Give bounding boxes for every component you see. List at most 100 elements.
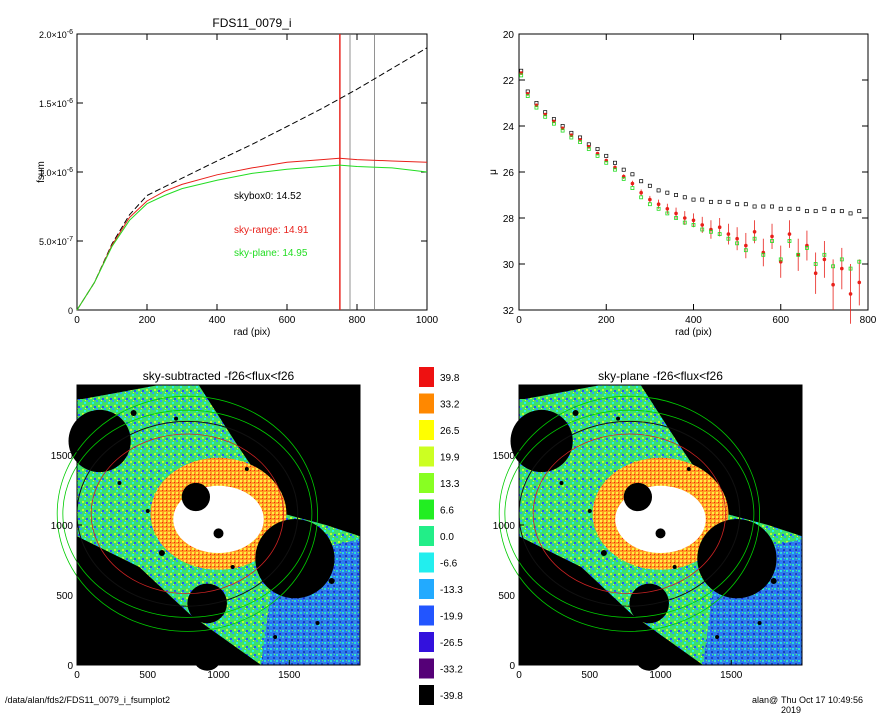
fsum-ytick-label: 0 <box>68 306 73 316</box>
colorbar-label: 0.0 <box>440 532 454 543</box>
mu-point <box>726 236 731 241</box>
fsum-annotation: sky-plane: 14.95 <box>234 248 308 259</box>
mu-point <box>743 248 748 253</box>
mu-xtick-label: 400 <box>685 315 702 326</box>
mu-point <box>552 121 556 126</box>
fsum-ytick-label: 5.0×10-7 <box>39 236 73 247</box>
mu-point <box>726 199 731 204</box>
sky-plane-mask-circle <box>623 482 653 512</box>
fsum-xtick-label: 600 <box>279 315 296 326</box>
mu-point <box>761 204 766 209</box>
mu-point <box>796 206 801 211</box>
mu-point <box>804 209 809 214</box>
colorbar-label: -39.8 <box>440 691 463 702</box>
sky-subtracted-title: sky-subtracted -f26<flux<f26 <box>143 369 295 383</box>
fsum-series-line <box>76 164 428 311</box>
sky-subtracted-star-mask <box>328 578 335 584</box>
colorbar-swatch <box>419 658 434 679</box>
mu-point <box>656 206 661 211</box>
mu-point <box>726 232 731 236</box>
sky-subtracted-ytick-label: 0 <box>67 661 73 672</box>
mu-point <box>717 225 722 229</box>
sky-plane-galaxy-nucleus <box>655 528 666 539</box>
mu-point <box>700 223 705 227</box>
mu-point <box>743 202 748 207</box>
mu-point <box>752 230 757 234</box>
mu-point <box>735 236 739 241</box>
fsum-xtick-label: 400 <box>209 315 226 326</box>
sky-subtracted-mask-circle <box>68 409 131 473</box>
sky-plane-star-mask <box>572 410 579 416</box>
mu-point <box>647 183 652 188</box>
colorbar-label: 33.2 <box>440 400 460 411</box>
mu-point <box>752 236 757 241</box>
mu-point <box>735 241 740 246</box>
fsum-xlabel: rad (pix) <box>234 327 271 338</box>
fsum-series-line <box>76 47 428 311</box>
mu-point <box>770 239 774 243</box>
sky-subtracted-star-mask <box>315 621 320 625</box>
sky-plane-ytick-label: 0 <box>509 661 515 672</box>
mu-point <box>735 202 740 207</box>
mu-point <box>674 193 679 197</box>
mu-ylabel: μ <box>488 169 499 175</box>
mu-point <box>813 262 818 266</box>
mu-point <box>831 264 835 269</box>
mu-point <box>839 209 844 214</box>
sky-subtracted-star-mask <box>174 416 179 421</box>
sky-subtracted-xtick-label: 1000 <box>207 670 230 681</box>
sky-subtracted-galaxy-nucleus <box>213 528 224 539</box>
mu-point <box>822 252 827 257</box>
mu-xtick-label: 600 <box>772 315 789 326</box>
mu-ytick-label: 20 <box>503 30 515 41</box>
sky-plane-outer-green-ellipse <box>498 395 760 632</box>
sky-plane-star-mask <box>616 416 621 421</box>
mu-point <box>519 73 524 78</box>
mu-point <box>848 292 853 296</box>
footer-path: /data/alan/fds2/FDS11_0079_i_fsumplot2 <box>5 695 170 705</box>
mu-point <box>761 252 766 257</box>
fsum-ytick-label: 1.5×10-6 <box>39 98 73 109</box>
colorbar-swatch <box>419 526 434 546</box>
sky-plane-star-mask <box>715 635 720 639</box>
sky-subtracted-xtick-label: 1500 <box>278 670 301 681</box>
sky-subtracted-star-mask <box>244 467 249 471</box>
mu-point <box>848 266 853 271</box>
sky-subtracted-mask-circle <box>181 482 211 512</box>
mu-point <box>857 259 862 264</box>
mu-point <box>648 197 652 202</box>
colorbar-label: 39.8 <box>440 373 460 384</box>
footer-user: alan@ <box>752 695 779 705</box>
colorbar-swatch <box>419 473 434 493</box>
mu-point <box>822 257 827 262</box>
footer-timestamp: Thu Oct 17 10:49:56 2019 <box>781 695 864 715</box>
colorbar-swatch <box>419 579 434 599</box>
sky-plane-star-mask <box>770 578 777 584</box>
sky-plane-star-mask <box>587 509 592 513</box>
fsum-xtick-label: 800 <box>349 315 366 326</box>
fsum-xtick-label: 200 <box>139 315 156 326</box>
mu-point <box>534 105 539 110</box>
mu-point <box>752 204 757 209</box>
sky-plane-xtick-label: 1500 <box>720 670 743 681</box>
mu-ytick-label: 26 <box>503 168 515 179</box>
colorbar-swatch <box>419 685 434 705</box>
mu-point <box>778 257 783 262</box>
sky-subtracted-outer-ellipse <box>62 409 313 618</box>
mu-xlabel: rad (pix) <box>675 327 712 338</box>
mu-point <box>656 188 661 193</box>
sky-subtracted-ytick-label: 1000 <box>51 521 74 532</box>
sky-plane-title: sky-plane -f26<flux<f26 <box>598 369 723 383</box>
mu-point <box>787 206 792 211</box>
mu-point <box>787 232 792 236</box>
fsum-xtick-label: 1000 <box>416 315 439 326</box>
colorbar-label: -6.6 <box>440 559 458 570</box>
mu-point <box>639 190 643 195</box>
mu-point <box>682 220 687 225</box>
mu-point <box>630 186 635 191</box>
mu-point <box>691 197 696 202</box>
mu-point <box>639 179 644 184</box>
colorbar-swatch <box>419 420 434 440</box>
mu-point <box>682 195 687 200</box>
